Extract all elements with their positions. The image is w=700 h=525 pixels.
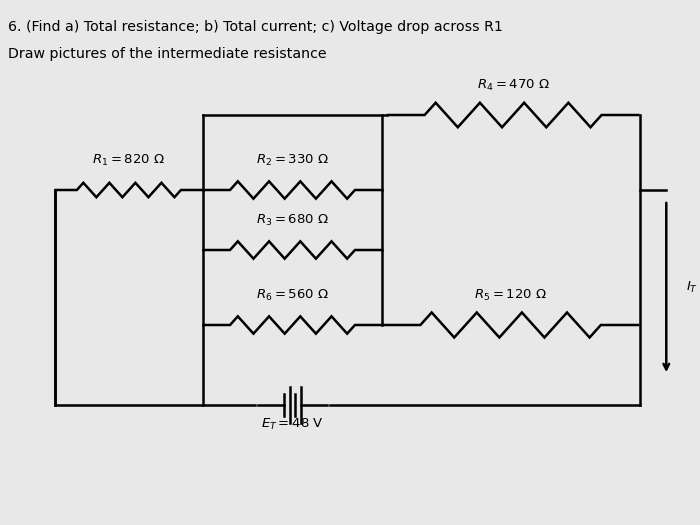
Text: $R_6 = 560$ Ω: $R_6 = 560$ Ω xyxy=(256,288,329,303)
Text: $R_4 = 470$ Ω: $R_4 = 470$ Ω xyxy=(477,78,550,93)
Text: $R_3 = 680$ Ω: $R_3 = 680$ Ω xyxy=(256,213,329,228)
Text: $E_T = 48$ V: $E_T = 48$ V xyxy=(261,417,324,432)
Text: 6. (Find a) Total resistance; b) Total current; c) Voltage drop across R1: 6. (Find a) Total resistance; b) Total c… xyxy=(8,20,503,34)
Text: $R_1 = 820$ Ω: $R_1 = 820$ Ω xyxy=(92,153,165,168)
Text: $R_5 = 120$ Ω: $R_5 = 120$ Ω xyxy=(474,288,547,303)
Text: Draw pictures of the intermediate resistance: Draw pictures of the intermediate resist… xyxy=(8,47,327,61)
Text: $R_2 = 330$ Ω: $R_2 = 330$ Ω xyxy=(256,153,329,168)
Text: $I_T$: $I_T$ xyxy=(686,280,699,295)
